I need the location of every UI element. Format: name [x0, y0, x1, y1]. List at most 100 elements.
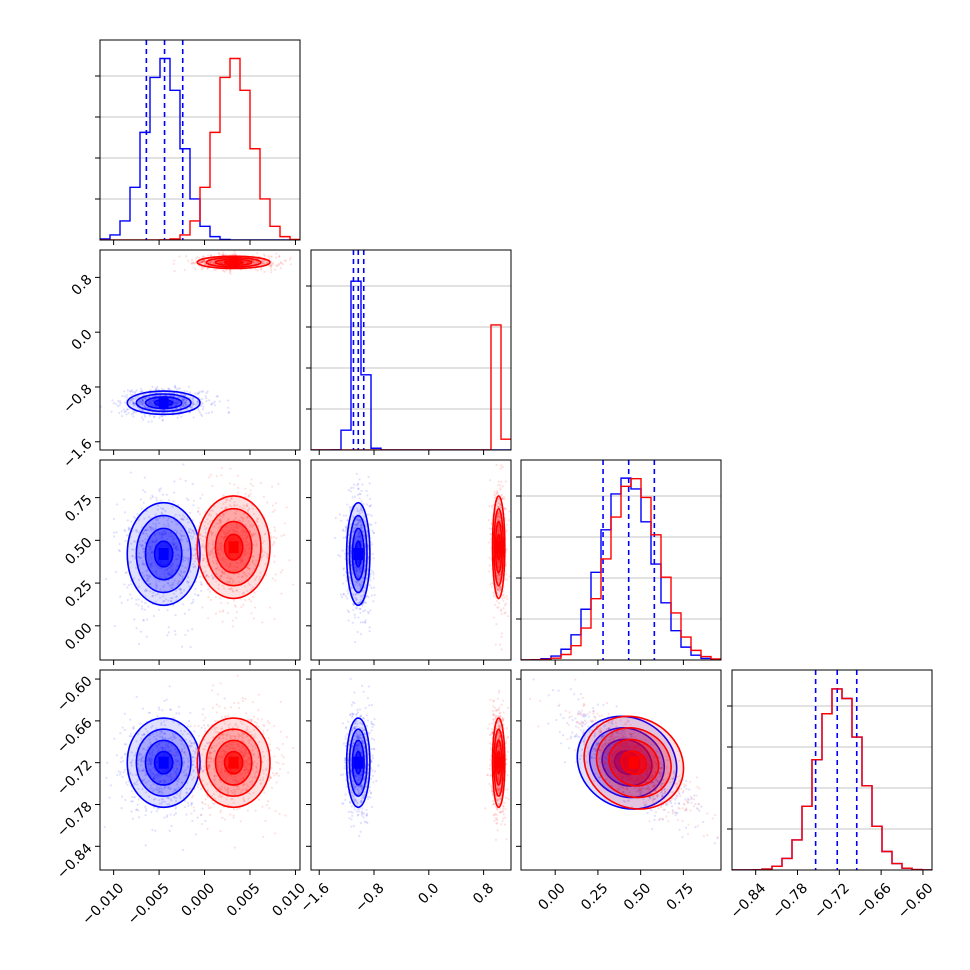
sample-point — [166, 634, 169, 637]
sample-point — [122, 771, 125, 774]
sample-point — [507, 519, 511, 522]
sample-point — [369, 504, 373, 507]
sample-point — [132, 397, 135, 400]
sample-point — [228, 482, 232, 485]
sample-point — [182, 518, 185, 521]
panel-frame — [310, 249, 512, 451]
sample-point — [364, 586, 367, 589]
sample-point — [145, 809, 148, 813]
sample-point — [145, 589, 148, 592]
sample-point — [152, 749, 155, 752]
sample-point — [151, 564, 154, 567]
sample-point — [138, 402, 141, 405]
sample-point — [190, 406, 193, 409]
sample-point — [162, 585, 165, 589]
sample-point — [358, 536, 361, 539]
sample-point — [232, 253, 235, 256]
sample-point — [143, 769, 146, 772]
sample-point — [182, 589, 186, 592]
sample-point — [182, 398, 185, 402]
sample-point — [180, 580, 183, 583]
sample-point — [152, 399, 155, 402]
sample-point — [256, 260, 259, 263]
sample-point — [372, 600, 375, 603]
sample-point — [215, 522, 218, 525]
sample-point — [160, 779, 163, 783]
sample-point — [140, 401, 143, 404]
sample-point — [270, 255, 273, 259]
sample-point — [152, 772, 155, 776]
sample-point — [247, 582, 250, 585]
sample-point — [143, 589, 146, 593]
sample-point — [120, 414, 124, 418]
sample-point — [177, 572, 180, 575]
sample-point — [186, 549, 190, 552]
sample-point — [183, 570, 186, 574]
sample-point — [182, 549, 185, 552]
sample-point — [195, 529, 198, 532]
sample-point — [133, 754, 136, 757]
sample-point — [195, 403, 198, 406]
sample-point — [368, 482, 371, 485]
sample-point — [265, 552, 269, 555]
sample-point — [210, 403, 213, 406]
sample-point — [506, 578, 509, 581]
sample-point — [171, 563, 174, 566]
sample-point — [358, 568, 361, 571]
sample-point — [272, 261, 275, 265]
sample-point — [190, 602, 193, 605]
sample-point — [192, 768, 195, 772]
sample-point — [243, 512, 246, 515]
sample-point — [154, 797, 157, 801]
sample-point — [361, 604, 364, 607]
sample-point — [353, 596, 356, 599]
sample-point — [163, 599, 166, 602]
sample-point — [357, 534, 360, 537]
sample-point — [165, 698, 168, 701]
sample-point — [355, 566, 358, 569]
sample-point — [160, 721, 163, 725]
sample-point — [273, 555, 276, 558]
sample-point — [356, 518, 359, 521]
sample-point — [186, 408, 189, 411]
sample-point — [246, 535, 250, 538]
sample-point — [175, 401, 179, 405]
sample-point — [201, 606, 204, 609]
sample-point — [190, 756, 194, 759]
sample-point — [137, 816, 141, 819]
sample-point — [192, 402, 196, 406]
sample-point — [134, 540, 137, 543]
sample-point — [260, 259, 264, 262]
sample-point — [161, 737, 164, 741]
sample-point — [341, 549, 344, 552]
sample-point — [273, 529, 277, 532]
sample-point — [150, 726, 153, 729]
sample-point — [501, 497, 504, 500]
sample-point — [213, 576, 216, 579]
sample-point — [172, 604, 175, 607]
sample-point — [180, 739, 183, 742]
sample-point — [174, 758, 177, 762]
sample-point — [184, 633, 187, 637]
sample-point — [359, 585, 362, 588]
sample-point — [198, 261, 201, 264]
sample-point — [132, 402, 135, 405]
sample-point — [496, 491, 499, 494]
sample-point — [205, 392, 208, 395]
sample-point — [252, 532, 255, 535]
sample-point — [209, 253, 213, 257]
sample-point — [502, 607, 505, 610]
sample-point — [242, 504, 245, 507]
sample-point — [149, 565, 152, 568]
sample-point — [215, 559, 218, 562]
sample-point — [363, 519, 366, 523]
sample-point — [149, 582, 152, 585]
sample-point — [187, 576, 190, 579]
sample-point — [150, 561, 154, 565]
sample-point — [249, 530, 252, 534]
sample-point — [360, 566, 363, 569]
sample-point — [176, 780, 180, 783]
sample-point — [355, 598, 358, 601]
sample-point — [193, 565, 196, 568]
